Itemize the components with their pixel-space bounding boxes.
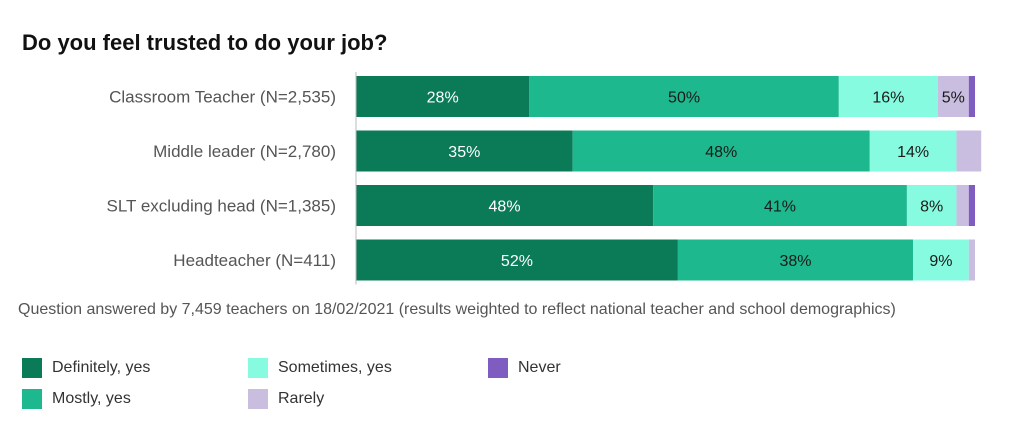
- data-label: 14%: [897, 144, 929, 161]
- legend-label: Never: [518, 359, 561, 376]
- data-label: 9%: [929, 253, 952, 270]
- legend-swatch: [22, 358, 42, 378]
- legend-label: Rarely: [278, 390, 325, 407]
- bar-segment: [968, 239, 975, 281]
- bar-segment: [869, 130, 957, 172]
- bar-segment: [356, 239, 678, 281]
- bar-segment: [913, 239, 969, 281]
- data-label: 8%: [920, 199, 943, 216]
- chart-title: Do you feel trusted to do your job?: [22, 30, 388, 55]
- bar-segment: [906, 185, 957, 226]
- chart-note: Question answered by 7,459 teachers on 1…: [18, 301, 896, 318]
- bar-segment: [968, 76, 975, 117]
- legend-label: Mostly, yes: [52, 390, 131, 407]
- legend-swatch: [248, 358, 268, 378]
- legend-item-sometimes-yes: Sometimes, yes: [248, 358, 392, 378]
- bar-segment: [937, 76, 969, 117]
- bar-segment: [956, 130, 982, 172]
- legend-swatch: [22, 389, 42, 409]
- data-label: 16%: [872, 90, 904, 107]
- bar-segment: [529, 76, 839, 117]
- legend-item-never: Never: [488, 358, 561, 378]
- bar-segment: [956, 185, 969, 226]
- bar-segment: [653, 185, 907, 226]
- legend-item-definitely-yes: Definitely, yes: [22, 358, 150, 378]
- legend-label: Definitely, yes: [52, 359, 151, 376]
- bar-segment: [838, 76, 938, 117]
- data-label: 28%: [427, 90, 459, 107]
- data-label: 41%: [764, 199, 796, 216]
- category-label: Middle leader (N=2,780): [153, 142, 336, 161]
- data-label: 50%: [668, 90, 700, 107]
- bar-segment: [677, 239, 914, 281]
- data-label: 5%: [942, 90, 965, 107]
- legend-item-mostly-yes: Mostly, yes: [22, 389, 131, 409]
- category-label: Classroom Teacher (N=2,535): [109, 88, 336, 107]
- legend-label: Sometimes, yes: [278, 359, 392, 376]
- category-label: SLT excluding head (N=1,385): [107, 197, 337, 216]
- data-label: 35%: [448, 144, 480, 161]
- data-label: 48%: [489, 199, 521, 216]
- data-label: 38%: [779, 253, 811, 270]
- legend-swatch: [488, 358, 508, 378]
- data-label: 48%: [705, 144, 737, 161]
- bar-chart: Classroom Teacher (N=2,535) 28% 50% 16% 5% Mi…: [107, 72, 982, 285]
- bar-segment: [356, 130, 573, 172]
- legend-swatch: [248, 389, 268, 409]
- legend: Definitely, yes Mostly, yes Sometimes, y…: [22, 358, 622, 418]
- category-label: Headteacher (N=411): [173, 251, 336, 270]
- legend-item-rarely: Rarely: [248, 389, 324, 409]
- bar-segment: [968, 185, 975, 226]
- bar-segment: [572, 130, 870, 172]
- bar-segment: [356, 185, 654, 226]
- data-label: 52%: [501, 253, 533, 270]
- bar-segment: [356, 76, 530, 117]
